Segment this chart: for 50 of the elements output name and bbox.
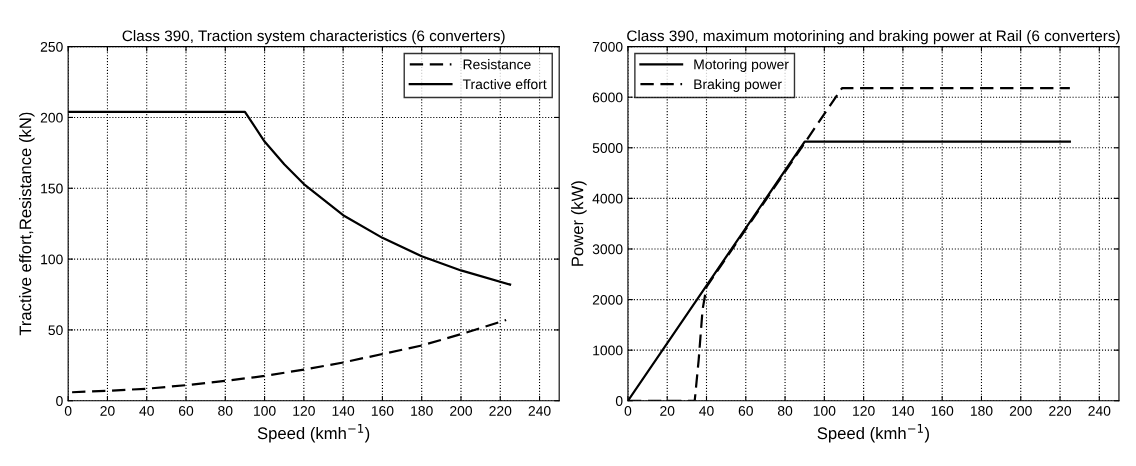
legend-label: Motoring power (694, 59, 789, 73)
y-tick-label: 0 (56, 396, 63, 406)
y-tick-label: 250 (40, 41, 63, 52)
x-tick-label: 140 (332, 405, 355, 416)
legend-label: Tractive effort (462, 78, 547, 90)
chart-title: Class 390, maximum motorining and braking power at Rail (6 converters) (627, 29, 1120, 45)
x-tick-label: 120 (293, 405, 315, 416)
x-tick-label: 120 (853, 405, 875, 416)
y-tick-label: 7000 (592, 41, 623, 52)
x-tick-label: 40 (139, 405, 154, 416)
x-tick-label: 200 (1009, 405, 1032, 416)
x-tick-label: 80 (218, 405, 233, 416)
x-tick-label: 80 (777, 405, 793, 416)
x-tick-label: 0 (624, 405, 632, 416)
y-axis-title: Power (kW) (571, 181, 587, 266)
x-tick-label: 40 (699, 405, 714, 416)
x-tick-label: 60 (178, 405, 194, 416)
x-tick-label: 140 (892, 405, 914, 416)
x-tick-label: 0 (64, 405, 72, 416)
y-tick-label: 3000 (592, 244, 623, 255)
x-axis-title: Speed (kmh$^{−1}$) (817, 424, 929, 443)
y-tick-label: 2000 (592, 294, 623, 305)
x-tick-label: 240 (1088, 405, 1111, 416)
x-tick-label: 20 (660, 405, 675, 416)
y-tick-label: 6000 (592, 92, 623, 103)
y-tick-label: 0 (615, 396, 623, 406)
x-axis-title: Speed (kmh$^{−1}$) (257, 424, 370, 443)
legend-label: Braking power (694, 78, 782, 92)
x-tick-label: 200 (450, 405, 473, 416)
y-tick-label: 1000 (593, 345, 623, 356)
y-tick-label: 50 (48, 325, 63, 336)
x-tick-label: 100 (254, 405, 276, 416)
x-tick-label: 180 (411, 405, 433, 416)
y-axis-title: Tractive effort,Resistance (kN) (19, 112, 35, 336)
legend-label: Resistance (463, 59, 531, 70)
x-tick-label: 220 (1049, 405, 1072, 416)
x-tick-label: 180 (970, 405, 993, 416)
x-tick-label: 160 (371, 405, 394, 416)
y-tick-label: 4000 (592, 193, 623, 204)
y-tick-label: 150 (41, 183, 63, 194)
chart-title: Class 390, Traction system characteristics (6 converters) (122, 29, 505, 45)
x-tick-label: 100 (813, 405, 836, 416)
x-tick-label: 240 (528, 405, 551, 416)
y-tick-label: 200 (40, 112, 63, 123)
y-tick-label: 5000 (592, 143, 623, 153)
x-tick-label: 60 (738, 405, 753, 416)
x-tick-label: 20 (100, 405, 115, 416)
x-tick-label: 160 (931, 405, 954, 416)
y-tick-label: 100 (41, 254, 63, 265)
x-tick-label: 220 (489, 405, 512, 416)
